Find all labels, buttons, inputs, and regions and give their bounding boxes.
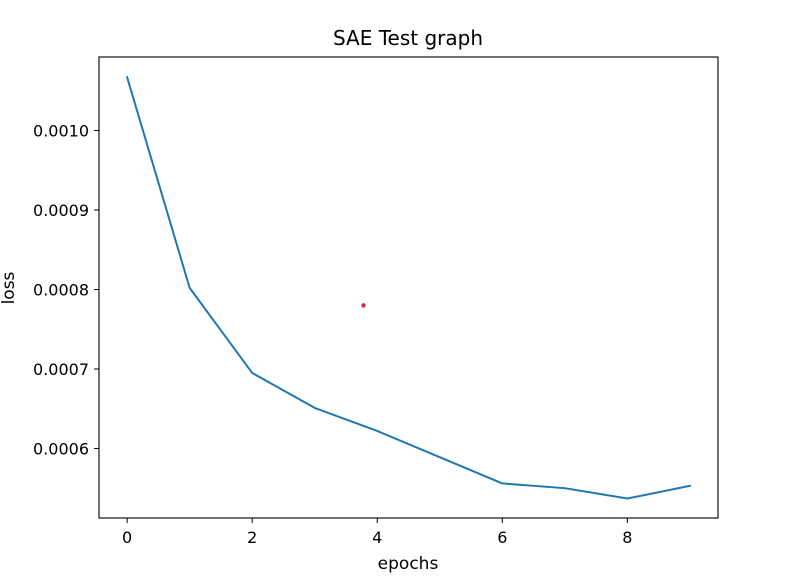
series-line-0 (125, 76, 692, 500)
y-axis-label: loss (0, 271, 19, 304)
plot-area: 0 2 4 6 8 0.0006 0.0007 0.0008 0.0009 0.0010 (33, 56, 719, 547)
x-tick-label: 0 (122, 528, 132, 547)
chart-title: SAE Test graph (333, 26, 483, 50)
y-tick-label: 0.0010 (33, 122, 89, 141)
x-tick-label: 8 (622, 528, 632, 547)
y-tick-label: 0.0008 (33, 280, 89, 299)
x-tick-label: 6 (497, 528, 507, 547)
y-tick-label: 0.0009 (33, 201, 89, 220)
x-tick-label: 2 (247, 528, 257, 547)
annotation-point-0 (361, 303, 366, 308)
plot-frame (98, 56, 719, 519)
x-axis-label: epochs (378, 554, 439, 574)
y-tick-label: 0.0006 (33, 439, 89, 458)
x-tick-label: 4 (372, 528, 382, 547)
y-tick-label: 0.0007 (33, 360, 89, 379)
